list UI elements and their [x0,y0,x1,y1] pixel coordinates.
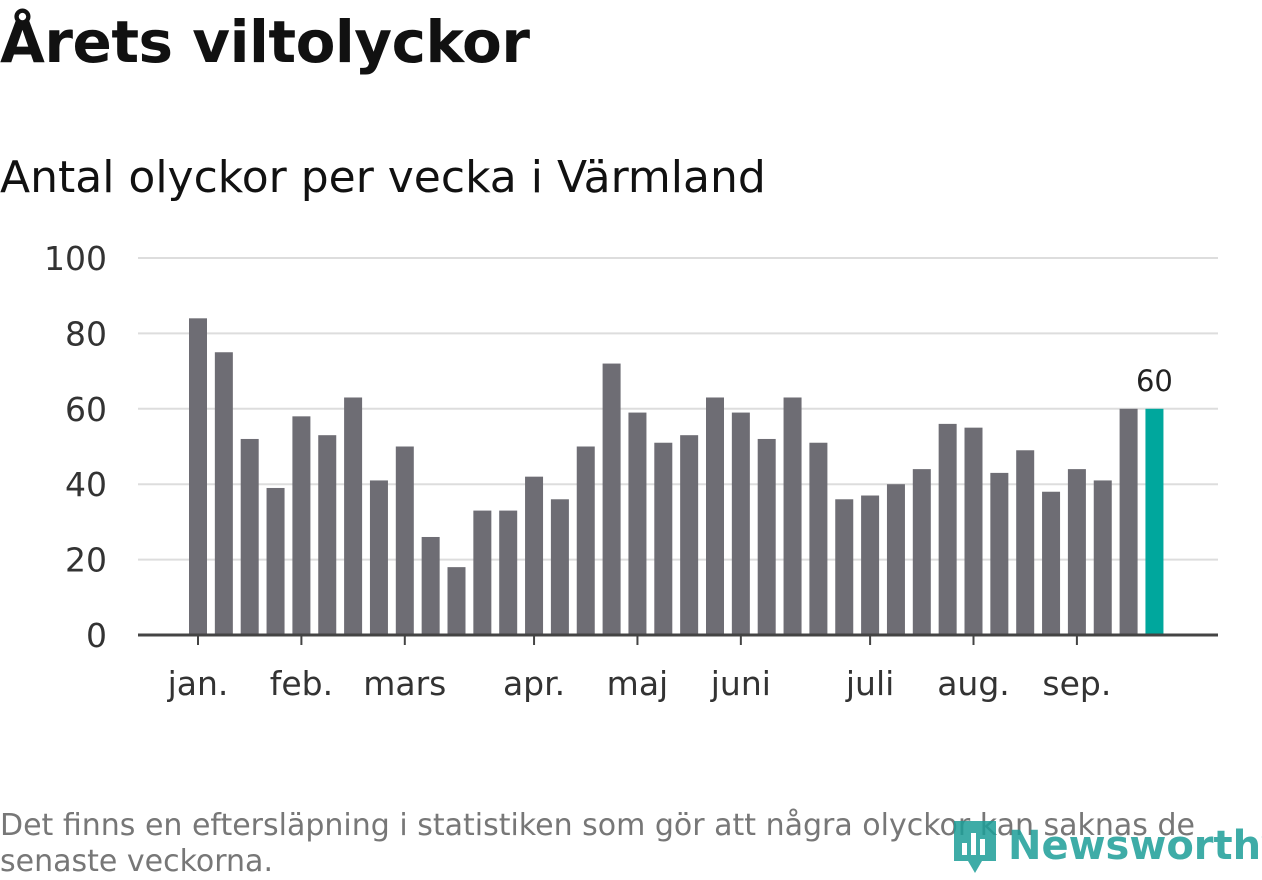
bar [344,397,363,635]
newsworthy-logo-icon [954,821,996,873]
bar [499,510,518,635]
data-label: 60 [1136,364,1173,398]
bar [861,495,880,635]
bar [654,442,673,635]
bar [447,567,466,635]
x-tick-label: maj [607,664,669,703]
bar [189,318,207,635]
x-tick-label: mars [363,664,446,703]
bar [421,536,440,635]
x-tick-label: aug. [937,664,1010,703]
bar [1042,491,1061,635]
bar [602,363,621,635]
bar [292,416,311,635]
bar [783,397,802,635]
bar-chart: 0 20 40 60 80 100 60 jan. feb. mars apr. maj juni jul… [44,239,1218,703]
bar [395,446,414,635]
bar [473,510,492,635]
y-tick-label: 0 [86,616,107,655]
y-tick-label: 60 [65,390,107,429]
bar [1119,408,1138,635]
y-tick-label: 100 [44,239,107,278]
y-tick-label: 40 [65,465,107,504]
bar [990,472,1009,635]
bar [318,435,337,635]
bar [731,412,750,635]
bar [1093,480,1112,635]
bar [912,469,931,635]
bar [240,438,259,635]
bar [964,427,983,635]
bar [886,484,905,635]
y-tick-label: 20 [65,541,107,580]
chart-subtitle: Antal olyckor per vecka i Värmland [0,152,766,203]
bar [706,397,724,635]
y-tick-label: 80 [65,314,107,353]
bar [525,476,544,635]
bar [214,352,233,635]
brand-name: Newsworthy [1008,823,1262,869]
bar [1016,450,1035,635]
bar [835,499,854,635]
bar [550,499,569,635]
x-tick-label: sep. [1042,664,1111,703]
bar [266,487,285,635]
bar [680,435,699,635]
bar [938,423,957,635]
bar [628,412,647,635]
bar [809,442,828,635]
chart-title: Årets viltolyckor [0,8,530,76]
x-tick-label: feb. [270,664,333,703]
bar [576,446,595,635]
x-tick-label: juni [710,664,771,703]
brand-logo: Newsworthy [950,815,1262,877]
bar-highlight [1145,408,1164,635]
x-tick-label: juli [845,664,894,703]
bar [369,480,388,635]
bar [1067,469,1086,635]
x-tick-label: apr. [503,664,565,703]
bar [757,438,776,635]
x-tick-label: jan. [167,664,229,703]
